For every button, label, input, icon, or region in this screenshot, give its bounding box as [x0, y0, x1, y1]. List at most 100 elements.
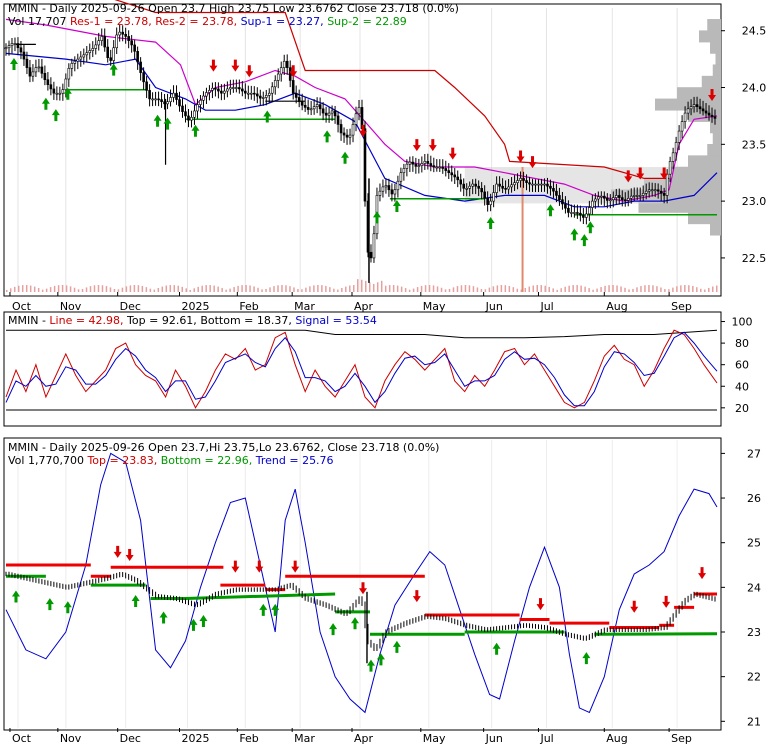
volume-bar: [660, 287, 662, 292]
trend-y-tick-label: 26: [747, 492, 761, 505]
buy-signal-arrow: [546, 204, 555, 217]
volume-bar: [253, 286, 255, 292]
price-y-tick-label: 24.0: [742, 82, 767, 95]
candle-body: [258, 95, 262, 99]
volume-bar: [448, 288, 451, 292]
candle-body: [677, 130, 681, 143]
candle-body: [504, 188, 507, 190]
trend-buy-arrow: [199, 615, 208, 628]
sell-signal-arrow: [636, 167, 645, 180]
volume-bar: [608, 285, 610, 292]
candle-body: [540, 183, 543, 186]
volume-bar: [269, 287, 271, 292]
candle-body: [468, 185, 471, 189]
candle-body: [58, 92, 62, 95]
candle-body: [4, 47, 8, 50]
volume-bar: [89, 286, 92, 292]
candle-body: [480, 188, 483, 193]
candle-body: [351, 124, 355, 136]
candle-body: [369, 251, 373, 259]
price-header-sup2: Sup-2 = 22.89: [327, 15, 407, 28]
candle-body: [710, 114, 714, 118]
buy-signal-arrow: [41, 97, 50, 110]
candle-body: [558, 195, 561, 201]
buy-signal-arrow: [51, 109, 60, 122]
volume-bar: [564, 286, 566, 292]
candle-body: [324, 112, 328, 116]
candle-body: [426, 161, 430, 164]
volume-bar: [45, 288, 48, 292]
candle-body: [611, 197, 615, 201]
volume-bar: [692, 285, 694, 292]
candle-body: [264, 95, 268, 98]
price-plot-area: [4, 0, 721, 292]
candle-body: [483, 191, 486, 199]
candle-body: [432, 165, 436, 168]
volume-bar: [708, 287, 710, 292]
candle-body: [49, 84, 53, 90]
volume-bar: [576, 285, 578, 292]
candle-body: [429, 163, 433, 166]
price-y-tick-label: 23.5: [742, 138, 767, 151]
candle-body: [444, 168, 448, 171]
volume-bar: [317, 285, 319, 292]
candle-body: [94, 44, 98, 49]
volume-bar: [277, 285, 279, 292]
trend-sell-arrow: [662, 595, 671, 608]
sell-signal-arrow: [708, 88, 717, 101]
volume-bar: [464, 285, 467, 292]
candle-body: [510, 184, 513, 188]
trend-buy-arrow: [376, 653, 385, 666]
candle-body: [399, 172, 403, 182]
volume-bar: [712, 286, 714, 292]
volume-bar: [436, 286, 439, 292]
candle-body: [217, 88, 220, 92]
trend-sell-arrow: [231, 560, 240, 573]
trend-y-tick-label: 27: [747, 447, 761, 460]
sell-signal-arrow: [528, 156, 537, 169]
candle-body: [653, 189, 657, 192]
buy-signal-arrow: [372, 211, 381, 224]
candle-body: [52, 88, 56, 94]
candle-body: [103, 36, 107, 48]
price-y-axis: 22.5 23.0 23.5 24.0 24.5: [721, 25, 766, 265]
candle-body: [247, 92, 250, 95]
volume-profile-bar: [688, 212, 721, 225]
sell-signal-arrow: [231, 59, 240, 72]
candle-body: [13, 43, 17, 45]
price-header-vol: Vol 17,707: [8, 15, 70, 28]
volume-bar: [217, 286, 219, 292]
candle-body: [597, 196, 600, 200]
trend-buy-arrow: [582, 652, 591, 665]
volume-bar: [380, 280, 383, 292]
volume-bar: [592, 289, 594, 292]
volume-bar: [189, 289, 191, 292]
volume-bar: [492, 286, 495, 292]
volume-bar: [6, 290, 8, 292]
volume-bar: [301, 289, 303, 292]
candle-body: [85, 52, 89, 56]
volume-bar: [716, 285, 718, 292]
oscillator-plot-area: [5, 329, 718, 411]
trend-plot-area: [5, 440, 718, 728]
volume-bar: [337, 289, 339, 292]
price-header-line1: MMIN - Daily 2025-09-26 Open 23.7 High 2…: [8, 2, 459, 15]
candle-body: [115, 34, 118, 49]
candle-body: [689, 106, 693, 110]
trend-sell-arrow: [113, 545, 122, 558]
trend-header-top: Top = 23.83,: [86, 454, 160, 467]
buy-signal-arrow: [163, 117, 172, 130]
volume-bar: [696, 287, 698, 292]
candle-body: [261, 97, 265, 99]
candle-body: [420, 163, 424, 166]
volume-bar: [9, 288, 12, 292]
candle-body: [698, 106, 702, 110]
volume-bar: [532, 285, 535, 292]
volume-bar: [297, 289, 299, 292]
oscillator-header-top: Top = 92.61,: [126, 314, 200, 327]
volume-bar: [17, 285, 20, 292]
trend-sell-arrow: [412, 590, 421, 603]
trend-header-trend: Trend = 25.76: [255, 454, 334, 467]
candle-body: [282, 60, 286, 68]
candle-body: [100, 36, 104, 41]
